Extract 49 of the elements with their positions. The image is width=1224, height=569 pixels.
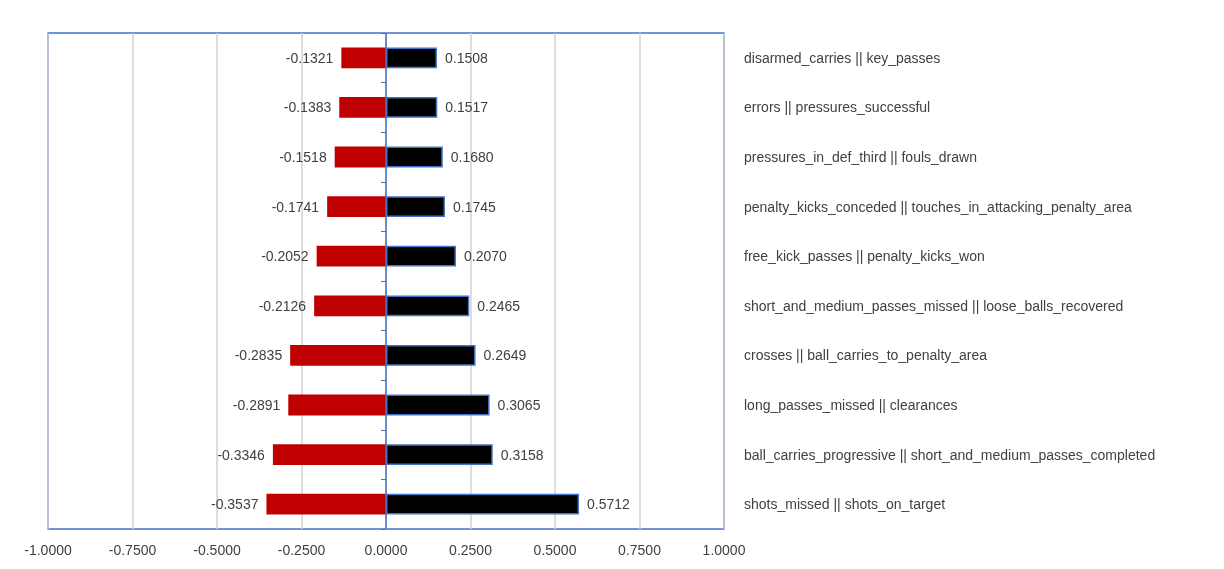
data-label: 0.1517	[445, 99, 489, 116]
data-label: 0.2070	[463, 248, 507, 265]
y-tick-label: disarmed_carries || key_passes	[744, 49, 941, 66]
bar	[334, 146, 386, 168]
x-tick-label: -0.7500	[108, 542, 157, 558]
x-tick-label: 0.5000	[533, 542, 577, 558]
bar	[316, 245, 386, 267]
bar	[266, 493, 386, 515]
data-label: -0.2891	[232, 397, 281, 413]
data-label: -0.2126	[258, 297, 307, 314]
data-label: 0.1508	[444, 49, 488, 66]
y-tick-label: short_and_medium_passes_missed || loose_balls_recovered	[744, 297, 1124, 314]
data-label: -0.1741	[271, 198, 320, 215]
bar	[341, 47, 386, 69]
x-tick-label: -0.2500	[277, 542, 326, 558]
y-tick-label: pressures_in_def_third || fouls_drawn	[744, 149, 977, 165]
y-tick-label: crosses || ball_carries_to_penalty_area	[744, 347, 988, 364]
x-tick-label: -1.0000	[24, 542, 72, 558]
y-tick-label: penalty_kicks_conceded || touches_in_attacking_penalty_area	[744, 198, 1133, 215]
x-tick-label: 0.2500	[449, 542, 493, 558]
data-label: -0.2052	[261, 248, 309, 265]
x-tick-label: -0.5000	[193, 542, 241, 558]
y-tick-label: free_kick_passes || penalty_kicks_won	[744, 248, 985, 265]
data-label: 0.5712	[587, 496, 631, 513]
y-tick-label: shots_missed || shots_on_target	[744, 496, 946, 513]
data-label: -0.1383	[283, 99, 332, 116]
y-tick-label: ball_carries_progressive || short_and_medium_passes_completed	[744, 446, 1156, 463]
data-label: 0.2649	[483, 347, 527, 364]
data-label: -0.1321	[285, 49, 334, 66]
data-label: 0.2465	[477, 297, 521, 314]
bar	[272, 444, 386, 466]
data-label: 0.3065	[497, 397, 541, 413]
data-label: -0.2835	[234, 347, 283, 364]
data-label: 0.3158	[500, 446, 544, 463]
data-label: 0.1680	[450, 149, 494, 165]
bar	[288, 394, 386, 416]
x-tick-label: 1.0000	[702, 542, 746, 558]
y-tick-label: long_passes_missed || clearances	[744, 397, 958, 413]
bar	[290, 344, 386, 366]
x-tick-label: 0.0000	[364, 542, 408, 558]
data-label: -0.3537	[210, 496, 259, 513]
bar	[327, 196, 386, 218]
bar	[314, 295, 386, 317]
bar	[339, 96, 386, 118]
x-tick-label: 0.7500	[618, 542, 662, 558]
data-label: -0.1518	[279, 149, 327, 165]
data-label: -0.3346	[217, 446, 266, 463]
y-tick-label: errors || pressures_successful	[744, 99, 931, 116]
data-label: 0.1745	[452, 198, 497, 215]
